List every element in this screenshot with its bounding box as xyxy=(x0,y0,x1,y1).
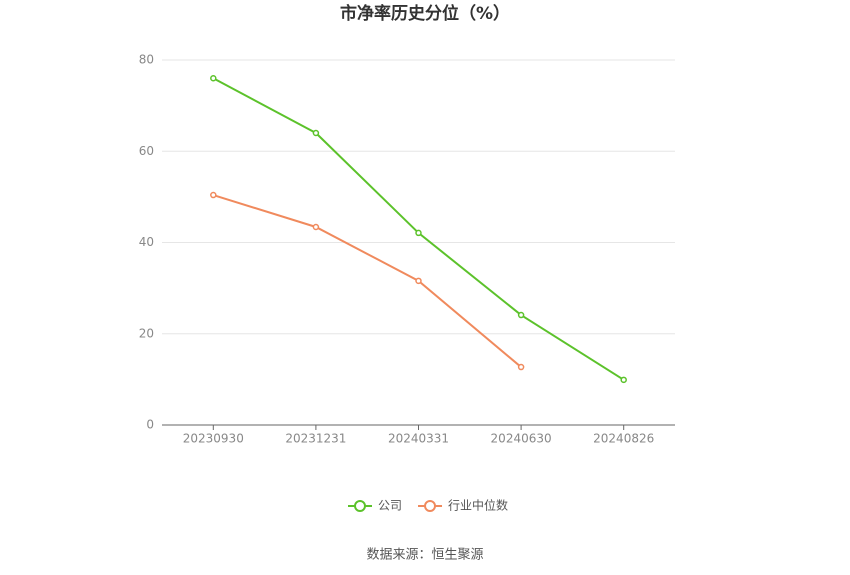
legend-marker xyxy=(424,500,437,512)
x-tick-label: 20240630 xyxy=(491,432,552,446)
point xyxy=(517,363,525,371)
x-tick-label: 20230930 xyxy=(183,432,244,446)
point xyxy=(210,75,217,82)
legend-marker xyxy=(354,500,366,512)
source-note: 数据来源：恒生聚源 xyxy=(366,548,483,563)
point xyxy=(312,129,320,137)
point xyxy=(415,229,422,237)
x-tick-label: 20231231 xyxy=(285,432,346,446)
series-line xyxy=(213,194,522,368)
y-tick-label: 60 xyxy=(139,144,154,158)
y-tick-label: 80 xyxy=(139,53,154,67)
x-tick-label: 20240826 xyxy=(593,432,654,446)
y-tick-label: 20 xyxy=(139,326,154,340)
point xyxy=(415,277,422,285)
x-tick-label: 20240331 xyxy=(388,432,449,446)
y-tick-label: 0 xyxy=(146,418,154,432)
legend-label: 公司 xyxy=(378,499,402,513)
legend-label: 行业中位数 xyxy=(448,498,508,513)
point xyxy=(312,223,320,231)
y-tick-label: 40 xyxy=(139,235,154,249)
point xyxy=(620,376,627,384)
point xyxy=(517,311,525,319)
chart-title: 市净率历史分位（%） xyxy=(340,3,510,24)
point xyxy=(210,191,217,199)
series-line xyxy=(212,77,625,381)
